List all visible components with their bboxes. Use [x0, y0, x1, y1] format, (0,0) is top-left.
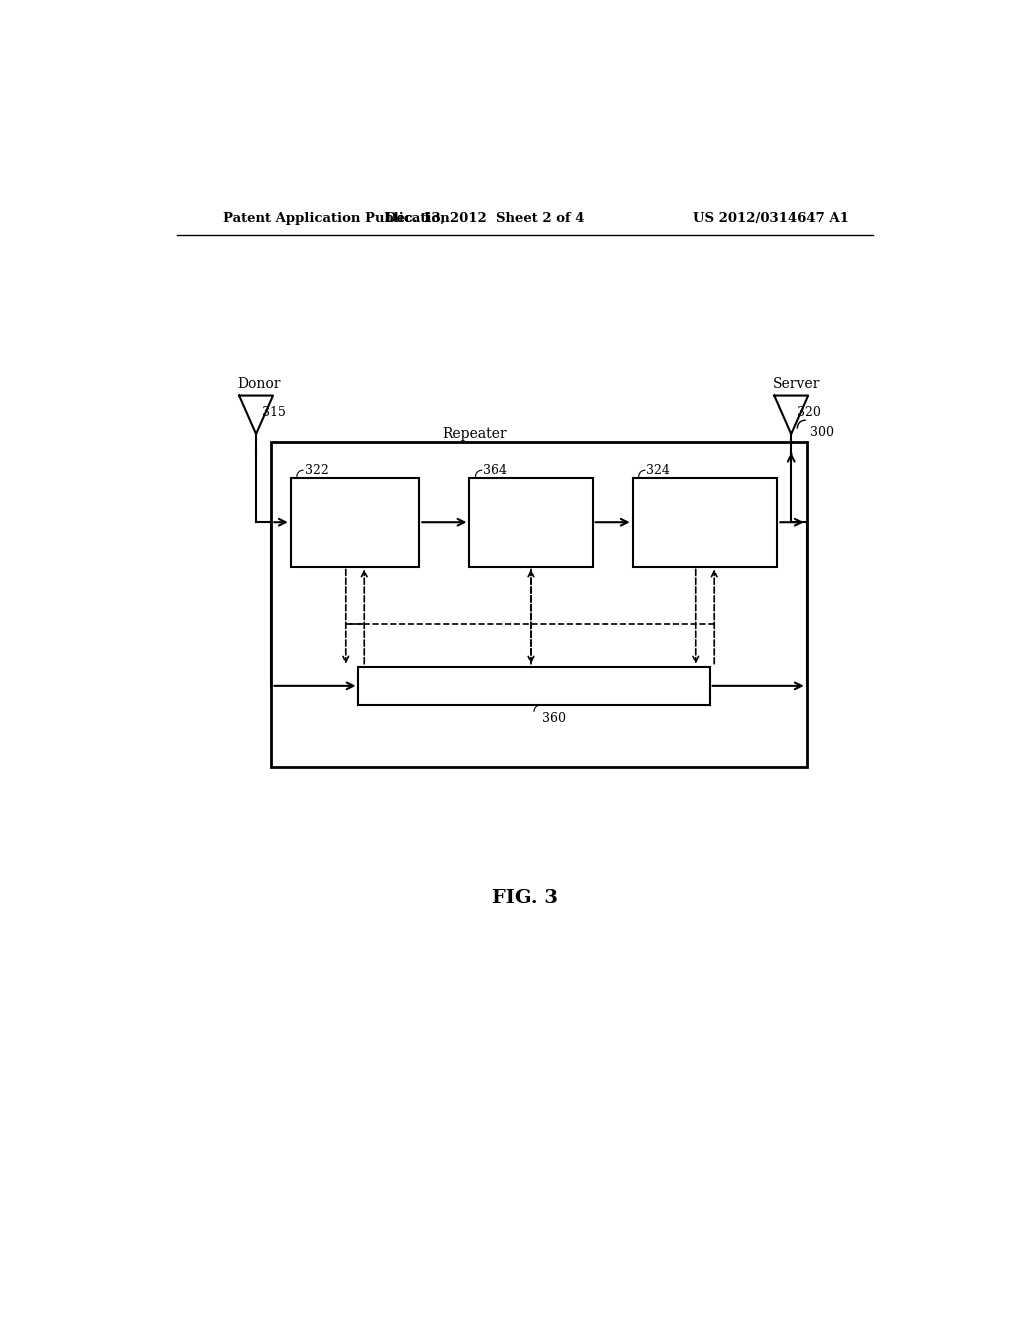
Text: 364: 364 — [483, 463, 507, 477]
Bar — [633, 478, 777, 566]
Bar — [358, 667, 710, 705]
Text: 324: 324 — [646, 463, 671, 477]
Text: US 2012/0314647 A1: US 2012/0314647 A1 — [692, 213, 849, 224]
Bar — [271, 442, 807, 767]
Text: 322: 322 — [304, 463, 329, 477]
Text: RF Transmit Circuit: RF Transmit Circuit — [642, 511, 768, 524]
Text: (Baseband to RF): (Baseband to RF) — [649, 524, 761, 536]
Text: 360: 360 — [542, 713, 565, 726]
Text: (RF to Baseband): (RF to Baseband) — [300, 524, 411, 536]
Polygon shape — [240, 396, 273, 434]
Text: 300: 300 — [810, 426, 835, 440]
Text: Processor: Processor — [498, 516, 564, 529]
Bar — [291, 478, 419, 566]
Text: Server: Server — [773, 378, 820, 391]
Bar — [469, 478, 593, 566]
Text: Wireless Communication Device: Wireless Communication Device — [426, 680, 642, 693]
Text: RF Receive Circuit: RF Receive Circuit — [295, 511, 415, 524]
Text: FIG. 3: FIG. 3 — [492, 888, 558, 907]
Text: Patent Application Publication: Patent Application Publication — [223, 213, 450, 224]
Text: Repeater: Repeater — [442, 428, 507, 441]
Text: 315: 315 — [262, 407, 286, 418]
Polygon shape — [774, 396, 808, 434]
Text: 320: 320 — [798, 407, 821, 418]
Text: Donor: Donor — [238, 378, 282, 391]
Text: Dec. 13, 2012  Sheet 2 of 4: Dec. 13, 2012 Sheet 2 of 4 — [385, 213, 585, 224]
